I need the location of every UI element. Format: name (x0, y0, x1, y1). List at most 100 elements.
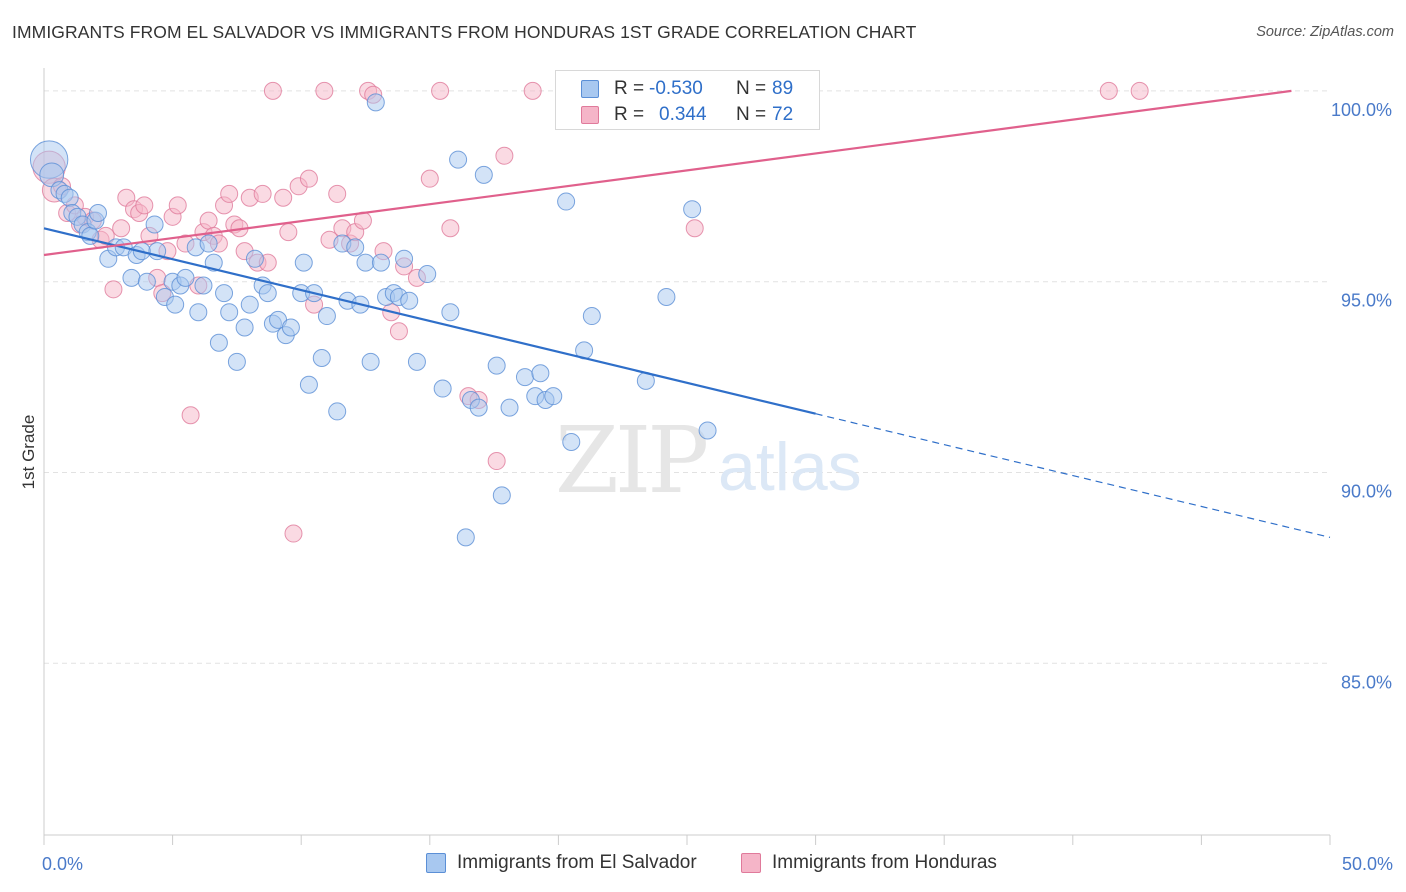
stats-swatch-honduras (581, 106, 599, 124)
stats-r-label: R = (614, 104, 645, 125)
stats-n-label: N = (736, 78, 767, 99)
el-salvador-point (418, 265, 437, 284)
y-axis-title: 1st Grade (19, 415, 38, 490)
y-tick-label: 100.0% (1331, 100, 1392, 120)
honduras-point (199, 211, 218, 230)
el-salvador-point (240, 295, 259, 314)
honduras-point (279, 223, 298, 242)
el-salvador-point (500, 398, 519, 417)
honduras-point (263, 81, 282, 100)
el-salvador-point (698, 421, 717, 440)
stats-r-label: R = (614, 78, 645, 99)
el-salvador-point (657, 287, 676, 306)
honduras-point (495, 146, 514, 165)
el-salvador-point (371, 253, 390, 272)
x-tick-label: 0.0% (42, 854, 83, 874)
honduras-point (315, 81, 334, 100)
el-salvador-point (235, 318, 254, 337)
stats-r-value: 0.344 (659, 104, 707, 125)
el-salvador-point (137, 272, 156, 291)
el-salvador-point (366, 93, 385, 112)
el-salvador-point (312, 349, 331, 368)
honduras-point (135, 196, 154, 215)
legend: Immigrants from El Salvador Immigrants f… (0, 852, 1406, 878)
honduras-point (112, 219, 131, 238)
legend-swatch-honduras (741, 853, 761, 873)
stats-row-el-salvador: R = -0.530 N = 89 (556, 75, 819, 103)
el-salvador-point (515, 368, 534, 387)
el-salvador-point (299, 375, 318, 394)
trendlines (43, 89, 1331, 538)
el-salvador-trendline-extension (815, 413, 1331, 538)
el-salvador-point (209, 333, 228, 352)
tick-labels: 100.0% 95.0% 90.0% 85.0% 0.0% 50.0% (42, 100, 1393, 874)
el-salvador-point (407, 352, 426, 371)
honduras-point (284, 524, 303, 543)
stats-n-label: N = (736, 104, 767, 125)
watermark: ZIP atlas (555, 407, 862, 514)
honduras-point (523, 81, 542, 100)
chart-title: IMMIGRANTS FROM EL SALVADOR VS IMMIGRANT… (12, 22, 917, 42)
legend-swatch-el-salvador (426, 853, 446, 873)
stats-row-honduras: R = 0.344 N = 72 (556, 101, 819, 129)
el-salvador-point (356, 253, 375, 272)
el-salvador-point (166, 295, 185, 314)
el-salvador-point (562, 432, 581, 451)
honduras-point (299, 169, 318, 188)
stats-swatch-el-salvador (581, 80, 599, 98)
el-salvador-trendline (43, 227, 816, 415)
el-salvador-point (395, 249, 414, 268)
el-salvador-point (582, 307, 601, 326)
chart-source: Source: ZipAtlas.com (1256, 24, 1394, 40)
stats-n-value: 72 (772, 104, 794, 125)
honduras-point (168, 196, 187, 215)
el-salvador-point (492, 486, 511, 505)
el-salvador-point (122, 268, 141, 287)
el-salvador-point (544, 387, 563, 406)
el-salvador-point (346, 238, 365, 257)
el-salvador-point (531, 364, 550, 383)
el-salvador-point (245, 249, 264, 268)
el-salvador-point (145, 215, 164, 234)
el-salvador-point (456, 528, 475, 547)
x-tick-label: 50.0% (1342, 854, 1393, 874)
el-salvador-point (194, 276, 213, 295)
honduras-point (1130, 81, 1149, 100)
el-salvador-point (474, 165, 493, 184)
stats-r-value: -0.530 (649, 78, 703, 99)
watermark-atlas: atlas (718, 429, 862, 505)
el-salvador-point (449, 150, 468, 169)
y-tick-label: 90.0% (1341, 481, 1392, 501)
el-salvador-point (204, 253, 223, 272)
el-salvador-point (294, 253, 313, 272)
honduras-point (328, 184, 347, 203)
honduras-point (431, 81, 450, 100)
honduras-point (420, 169, 439, 188)
el-salvador-point (258, 284, 277, 303)
stats-n-value: 89 (772, 78, 794, 99)
el-salvador-point (215, 284, 234, 303)
honduras-point (1099, 81, 1118, 100)
el-salvador-point (317, 307, 336, 326)
el-salvador-point (400, 291, 419, 310)
el-salvador-point (328, 402, 347, 421)
el-salvador-point (199, 234, 218, 253)
el-salvador-point (469, 398, 488, 417)
watermark-zip: ZIP (555, 407, 706, 514)
el-salvador-point (487, 356, 506, 375)
el-salvador-point (227, 352, 246, 371)
el-salvador-point (557, 192, 576, 211)
honduras-point (220, 184, 239, 203)
y-tick-label: 85.0% (1341, 672, 1392, 692)
el-salvador-point (683, 200, 702, 219)
el-salvador-points (29, 93, 717, 547)
el-salvador-point (176, 268, 195, 287)
el-salvador-point (441, 303, 460, 322)
honduras-point (274, 188, 293, 207)
el-salvador-point (361, 352, 380, 371)
honduras-point (104, 280, 123, 299)
legend-label-el-salvador: Immigrants from El Salvador (457, 852, 697, 873)
el-salvador-point (189, 303, 208, 322)
honduras-point (685, 219, 704, 238)
